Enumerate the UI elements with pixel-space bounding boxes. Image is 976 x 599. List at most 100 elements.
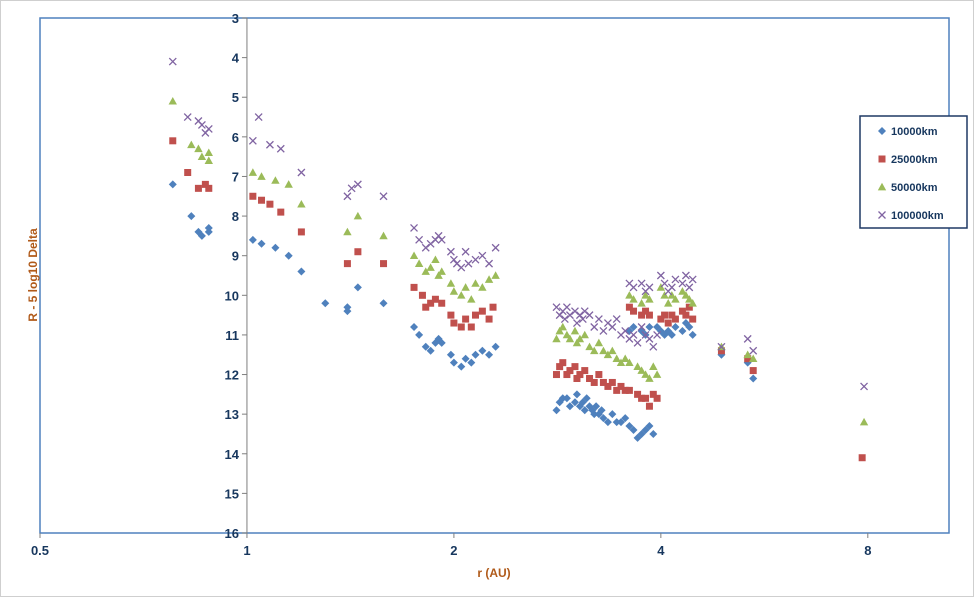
data-point [603,418,612,427]
data-point [187,140,196,149]
data-point [201,180,209,188]
data-point [562,330,572,339]
data-point [343,192,352,201]
data-point [682,311,690,319]
data-point [629,426,638,434]
data-point [689,315,697,323]
data-point [249,192,257,200]
data-point [652,370,662,378]
data-point [437,338,446,347]
data-point [563,371,571,379]
data-point [438,299,446,307]
data-point [625,291,634,299]
data-point [608,346,617,355]
data-point [860,382,869,391]
data-point [271,176,280,184]
data-point [379,231,388,240]
data-point [471,279,480,287]
y-tick-label: 3 [232,11,239,26]
data-point [667,291,677,299]
data-point [491,342,500,351]
data-point [552,406,561,415]
data-point [446,279,456,287]
data-point [422,303,430,311]
data-point [271,243,280,252]
data-point [599,346,608,355]
data-point [565,311,574,320]
data-point [678,326,687,335]
data-point [257,239,266,248]
data-point [194,184,202,192]
data-point [681,291,691,299]
data-point [467,295,476,303]
data-point [485,350,494,359]
data-point [617,382,625,390]
series-100000km [168,57,869,391]
data-point [629,295,638,303]
y-tick-label: 16 [224,526,238,541]
data-point [599,414,608,423]
legend-marker-100000km [878,211,886,219]
data-point [449,255,458,264]
data-point [586,375,594,382]
data-point [457,291,466,299]
data-point [485,259,494,268]
data-point [478,283,487,291]
data-point [638,311,646,319]
data-point [637,299,646,307]
data-point [637,366,646,374]
data-point [625,422,634,431]
legend-label: 50000km [891,182,938,194]
data-point [457,362,466,371]
data-point [205,184,213,192]
data-point [634,390,642,398]
data-point [204,124,213,133]
data-point [353,283,362,292]
data-point [461,283,470,291]
data-point [467,323,475,331]
data-point [645,323,654,331]
data-point [575,334,585,343]
data-point [612,354,621,363]
data-point [410,283,418,291]
y-tick-label: 13 [224,407,238,422]
x-axis-ticks: 0.5 1 2 4 8 [31,533,871,558]
data-point [653,394,661,402]
data-point [621,354,630,363]
data-point [566,367,574,375]
y-tick-label: 14 [224,447,239,462]
data-point [437,267,446,275]
data-point [717,347,725,355]
data-point [657,315,665,323]
data-point [858,454,866,462]
data-point [204,227,213,236]
data-point [667,283,676,292]
data-point [629,283,638,292]
data-point [633,362,642,370]
data-point [559,359,567,367]
data-point [558,394,567,403]
data-point [594,338,604,347]
data-point [599,327,608,335]
data-point [678,307,686,315]
series-10000km [168,180,758,442]
data-point [597,406,606,415]
data-point [578,315,587,324]
data-point [678,287,687,295]
y-tick-label: 11 [225,328,239,343]
data-point [688,275,697,284]
data-point [194,144,203,153]
data-point [576,371,584,379]
data-point [590,410,599,419]
data-point [461,354,470,363]
data-point [297,168,306,177]
data-point [462,315,470,323]
data-point [570,326,580,335]
data-point [379,299,388,308]
data-point [645,422,654,431]
data-point [664,299,673,307]
data-point [343,303,352,312]
data-point [343,260,351,268]
data-point [685,323,694,331]
